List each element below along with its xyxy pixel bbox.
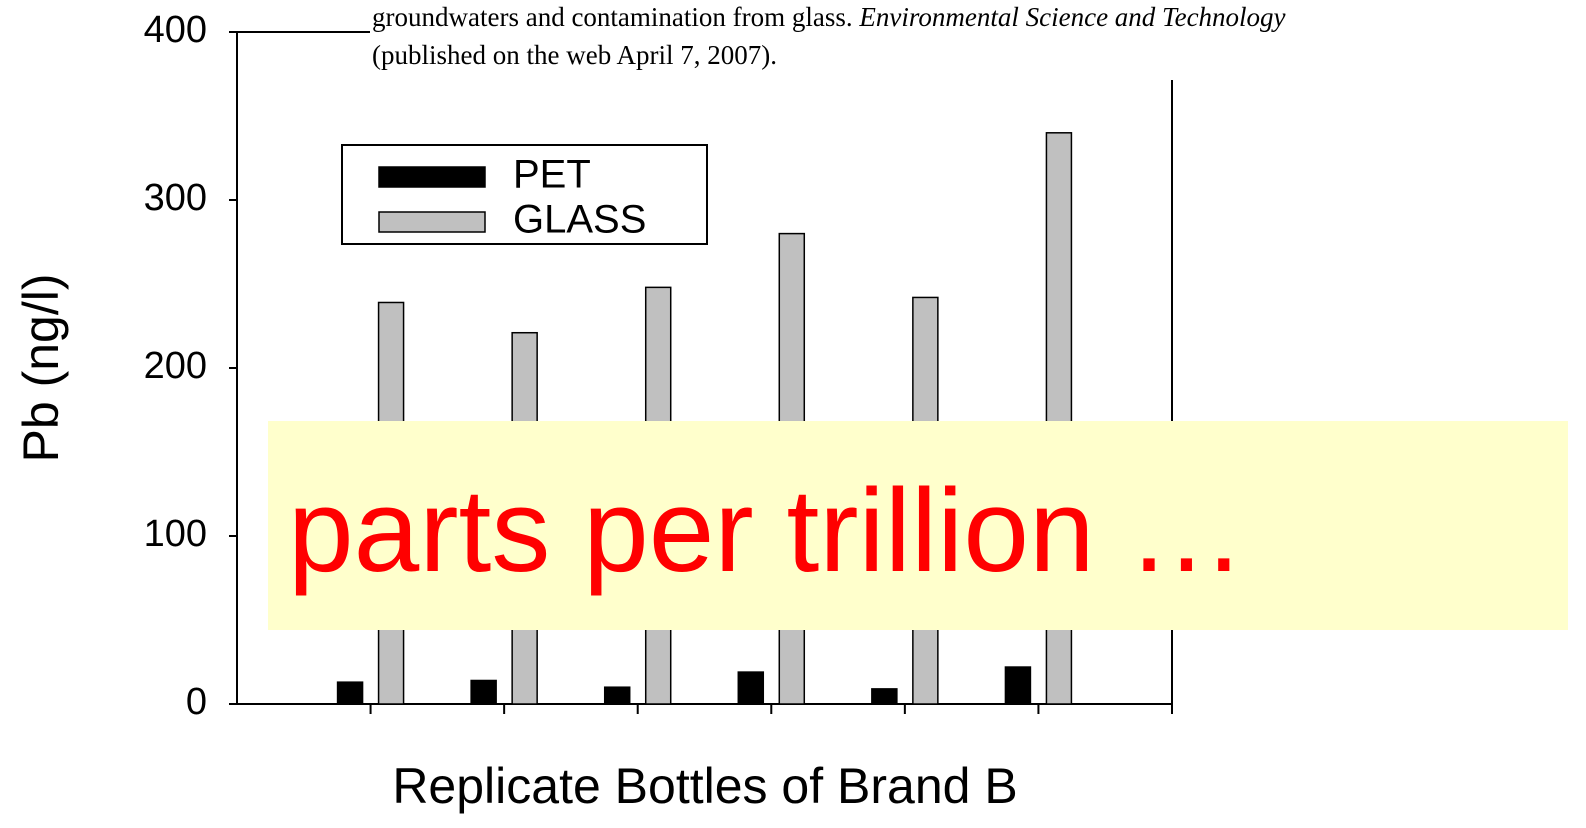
- y-tick-label: 300: [144, 177, 207, 219]
- y-tick-label: 0: [186, 681, 207, 723]
- callout-text: parts per trillion …: [288, 465, 1245, 597]
- bar: [470, 679, 497, 705]
- callout-box: [268, 421, 1568, 630]
- legend-swatch: [378, 211, 486, 233]
- legend-label: PET: [513, 153, 591, 197]
- citation-background: [368, 0, 1528, 78]
- citation-journal: Environmental Science and Technology: [858, 2, 1285, 32]
- legend-label: GLASS: [513, 198, 646, 242]
- x-axis-title: Replicate Bottles of Brand B: [392, 758, 1017, 814]
- bar: [603, 686, 631, 705]
- legend-swatch: [378, 166, 486, 188]
- bar: [1004, 666, 1032, 705]
- citation-text: groundwaters and contamination from glas…: [372, 2, 853, 32]
- citation-line: groundwaters and contamination from glas…: [372, 2, 1286, 32]
- y-tick-label: 200: [144, 345, 207, 387]
- y-axis-title: Pb (ng/l): [13, 274, 69, 463]
- legend-box: [341, 144, 708, 245]
- bar: [336, 681, 364, 705]
- bar: [737, 671, 765, 705]
- y-tick-label: 100: [144, 513, 207, 555]
- citation-line: (published on the web April 7, 2007).: [372, 40, 777, 70]
- y-tick-label: 400: [144, 9, 207, 51]
- bar: [871, 688, 898, 705]
